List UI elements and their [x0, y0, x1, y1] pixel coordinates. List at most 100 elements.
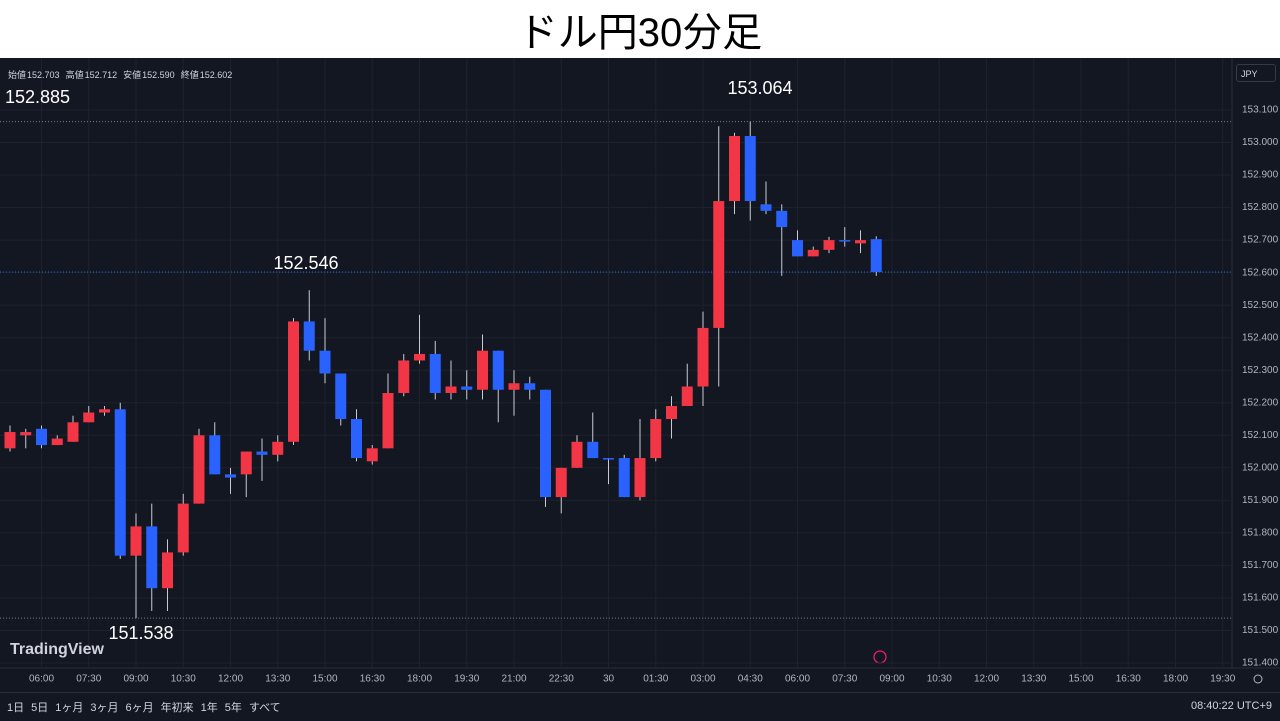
candle-body — [225, 474, 236, 478]
range-button[interactable]: 1日 — [7, 702, 25, 714]
candle-body — [603, 458, 614, 460]
ohlc-value: 152.703 — [27, 70, 60, 80]
x-tick-label: 15:00 — [312, 674, 337, 685]
y-tick-label: 151.900 — [1242, 495, 1279, 506]
candle-body — [130, 526, 142, 556]
y-tick-label: 151.400 — [1242, 658, 1279, 669]
candle-body — [256, 451, 268, 455]
candle-body — [83, 412, 95, 423]
x-tick-label: 22:30 — [549, 674, 574, 685]
toolbar: 08:40:22 UTC+9 1日 5日 1ヶ月 3ヶ月 6ヶ月 年初来 1年 5年 すべて — [0, 692, 1280, 721]
ohlc-name: 終値 — [180, 70, 199, 80]
x-tick-label: 07:30 — [832, 674, 857, 685]
ohlc-item: 高値152.712 — [66, 68, 118, 81]
x-tick-label: 16:30 — [360, 674, 385, 685]
candle-body — [618, 458, 630, 498]
candle-body — [445, 386, 457, 394]
candle-body — [508, 383, 520, 390]
ohlc-value: 152.602 — [199, 70, 233, 80]
range-button[interactable]: 1ヶ月 — [55, 702, 84, 714]
y-tick-label: 152.500 — [1242, 300, 1279, 311]
candle-body — [414, 353, 425, 361]
ohlc-value: 152.712 — [84, 70, 118, 80]
candle-body — [398, 360, 410, 394]
x-tick-label: 18:00 — [407, 674, 432, 685]
y-tick-label: 152.400 — [1242, 332, 1279, 343]
candle-body — [697, 327, 709, 387]
candle-body — [162, 552, 173, 589]
candle-body — [870, 239, 882, 272]
range-button[interactable]: 5年 — [224, 702, 242, 714]
candle-body — [382, 393, 394, 449]
range-button[interactable]: 年初来 — [160, 702, 194, 714]
chart-bg — [0, 58, 1280, 692]
x-tick-label: 13:30 — [265, 674, 290, 685]
y-tick-label: 151.700 — [1242, 560, 1279, 571]
annotation: 153.064 — [727, 78, 792, 98]
range-button[interactable]: すべて — [248, 702, 281, 714]
x-tick-label: 16:30 — [1116, 674, 1141, 685]
candle-body — [303, 321, 315, 351]
ohlc-name: 始値 — [8, 70, 27, 80]
candle-body — [807, 249, 819, 257]
candle-body — [193, 435, 205, 504]
candle-body — [461, 386, 473, 390]
candle-body — [823, 240, 835, 250]
candle-body — [524, 383, 536, 390]
candle-body — [729, 135, 740, 202]
candle-body — [99, 409, 110, 413]
y-tick-label: 151.500 — [1242, 625, 1279, 636]
candle-body — [240, 451, 252, 475]
candle-body — [587, 441, 599, 459]
candle-body — [36, 428, 47, 446]
y-tick-label: 152.900 — [1242, 170, 1279, 181]
candle-body — [114, 409, 126, 556]
range-button[interactable]: 3ヶ月 — [90, 702, 119, 714]
candle-body — [351, 419, 362, 459]
x-tick-label: 06:00 — [785, 674, 810, 685]
x-tick-label: 04:30 — [738, 674, 763, 685]
y-tick-label: 152.800 — [1242, 202, 1279, 213]
x-tick-label: 01:30 — [643, 674, 668, 685]
y-tick-label: 152.600 — [1242, 267, 1279, 278]
ohlc-value: 152.590 — [142, 70, 175, 80]
y-tick-label: 152.100 — [1242, 430, 1279, 441]
candle-body — [429, 353, 441, 394]
x-tick-label: 13:30 — [1021, 674, 1046, 685]
candle-body — [744, 135, 756, 202]
range-button[interactable]: 5日 — [31, 702, 49, 714]
currency[interactable]: JPY — [1236, 64, 1276, 82]
candle-body — [555, 467, 567, 498]
candle-body — [776, 210, 788, 228]
x-tick-label: 19:30 — [454, 674, 479, 685]
candle-body — [146, 526, 158, 589]
y-tick-label: 152.200 — [1242, 397, 1279, 408]
candle-body — [713, 201, 725, 328]
range-button[interactable]: 1年 — [200, 702, 218, 714]
settings-icon[interactable] — [1253, 674, 1263, 684]
candle-body — [681, 386, 693, 407]
title: ドル円30分足 — [517, 11, 763, 55]
candle-body — [20, 432, 32, 436]
candle-body — [4, 432, 16, 449]
range-button[interactable]: 6ヶ月 — [125, 702, 154, 714]
y-tick-label: 151.800 — [1242, 528, 1279, 539]
candle-body — [839, 240, 851, 242]
candle-body — [492, 350, 504, 390]
x-tick-label: 09:00 — [123, 674, 148, 685]
brand: TradingView — [10, 641, 104, 658]
candle-body — [288, 321, 299, 442]
candle-body — [272, 441, 284, 455]
x-tick-label: 03:00 — [690, 674, 715, 685]
x-tick-label: 21:00 — [501, 674, 526, 685]
candle-body — [571, 441, 583, 468]
annotation: 152.885 — [5, 87, 70, 107]
x-tick-label: 15:00 — [1068, 674, 1093, 685]
ohlc-legend: 始値152.703 高値152.712 安値152.590 終値152.602 — [8, 68, 232, 81]
y-tick-label: 153.000 — [1242, 137, 1279, 148]
y-tick-label: 151.600 — [1242, 593, 1279, 604]
x-tick-label: 10:30 — [927, 674, 952, 685]
ohlc-item: 始値152.703 — [8, 68, 60, 81]
candle-body — [855, 240, 866, 244]
